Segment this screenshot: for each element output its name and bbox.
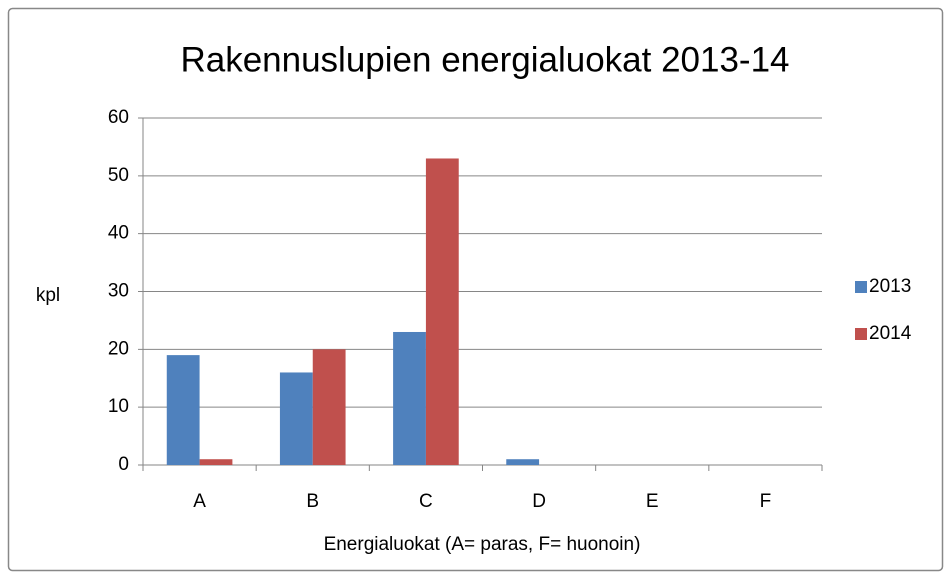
y-tick-label: 40 bbox=[108, 223, 129, 244]
legend-swatch bbox=[855, 328, 867, 340]
legend-swatch bbox=[855, 281, 867, 293]
x-tick-label: E bbox=[646, 491, 659, 512]
bar bbox=[166, 355, 200, 465]
chart-title: Rakennuslupien energialuokat 2013-14 bbox=[180, 40, 789, 79]
legend-label: 2013 bbox=[869, 276, 911, 297]
bar bbox=[279, 372, 313, 465]
bar bbox=[393, 331, 426, 465]
y-tick-label: 60 bbox=[108, 107, 129, 128]
x-tick-label: A bbox=[193, 491, 206, 512]
bar bbox=[425, 158, 459, 465]
x-tick-label: F bbox=[760, 491, 772, 512]
y-tick-label: 10 bbox=[108, 396, 129, 417]
y-tick-label: 20 bbox=[108, 338, 129, 359]
bar bbox=[199, 459, 233, 465]
y-tick-label: 30 bbox=[108, 281, 129, 302]
legend-label: 2014 bbox=[869, 323, 912, 344]
y-axis-title: kpl bbox=[36, 285, 60, 306]
bar bbox=[312, 349, 346, 465]
x-tick-label: D bbox=[532, 491, 546, 512]
x-axis-title: Energialuokat (A= paras, F= huonoin) bbox=[324, 534, 641, 555]
y-tick-label: 0 bbox=[118, 454, 129, 475]
y-tick-label: 50 bbox=[108, 165, 129, 186]
x-tick-label: C bbox=[419, 491, 433, 512]
x-tick-label: B bbox=[306, 491, 319, 512]
bar bbox=[506, 459, 540, 465]
chart-border bbox=[7, 7, 944, 572]
